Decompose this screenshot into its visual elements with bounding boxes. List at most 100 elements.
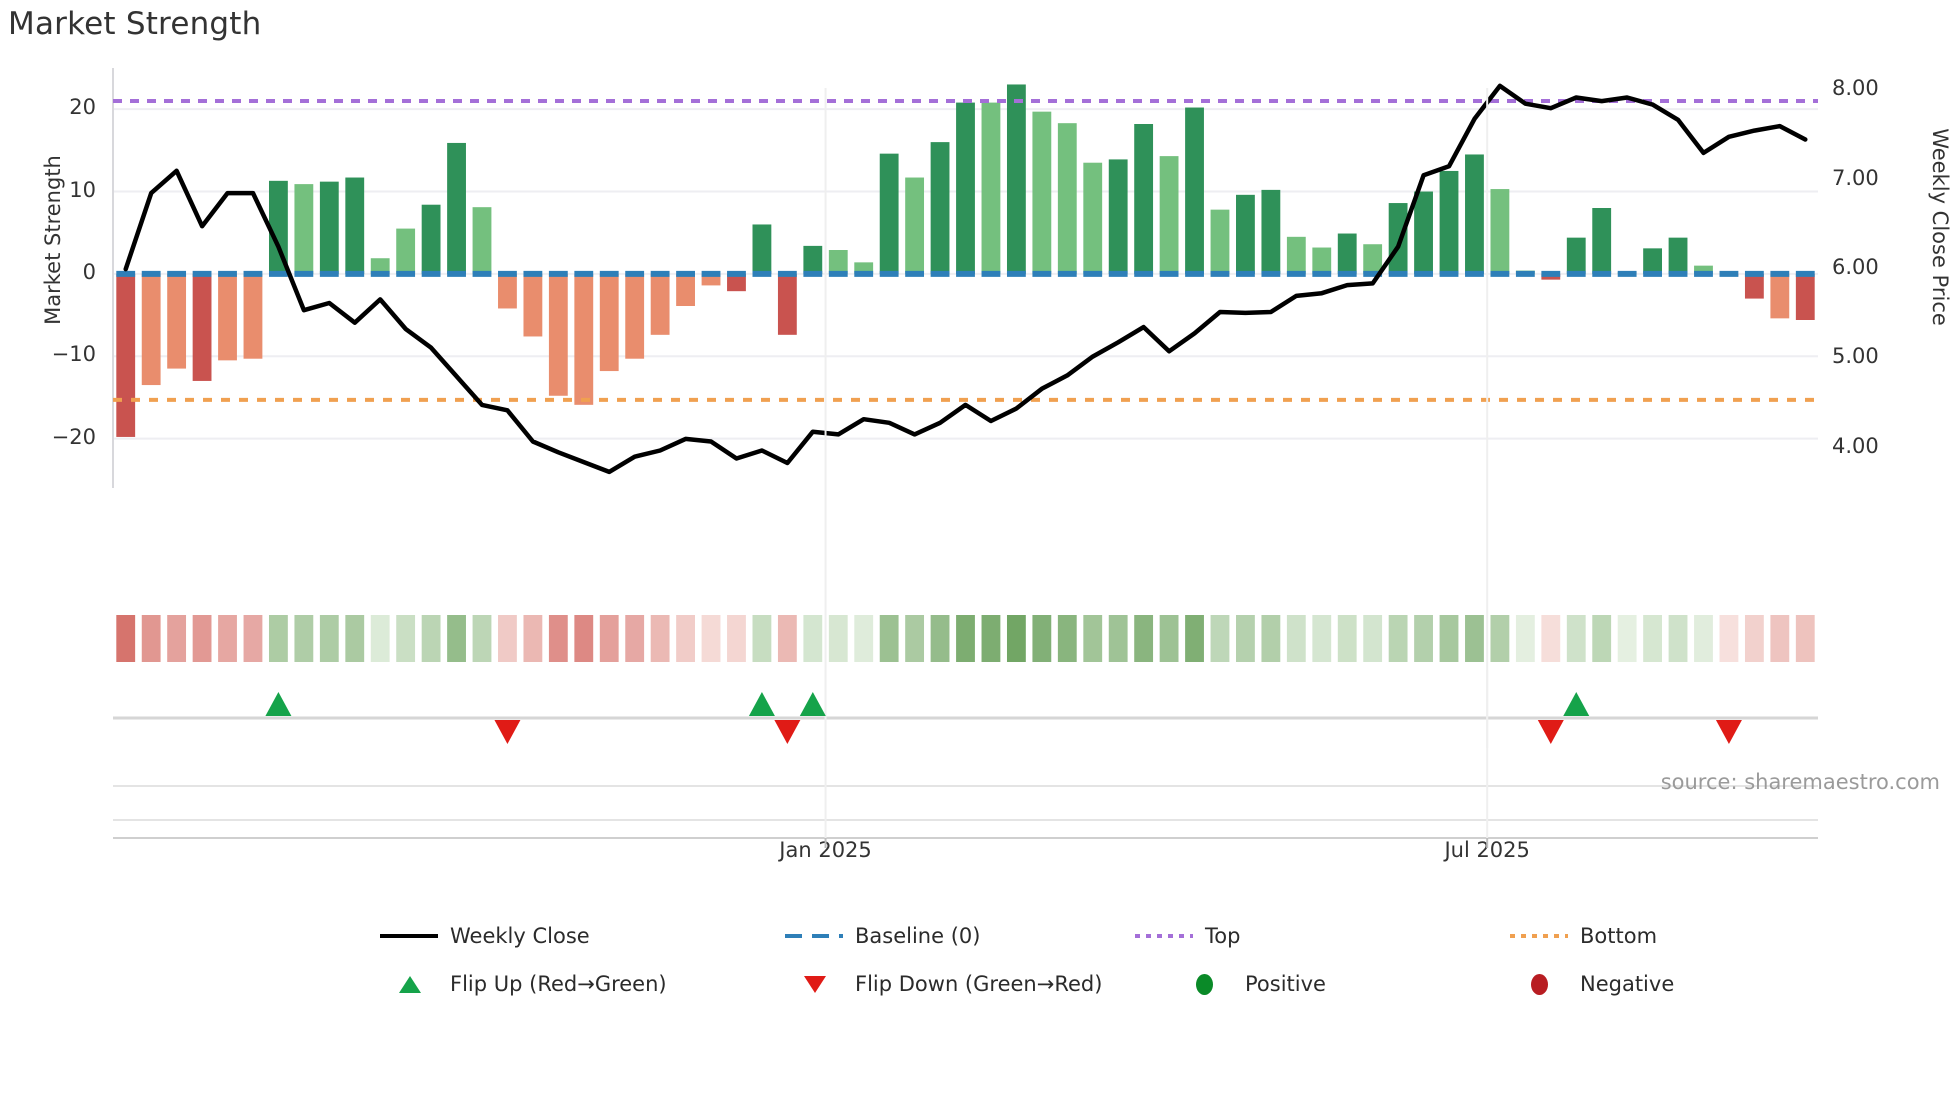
heatmap-cell (243, 615, 263, 662)
heatmap-cell (1134, 615, 1154, 662)
flip-down-marker (1715, 720, 1742, 744)
heatmap-cell (192, 615, 212, 662)
circle-icon (1510, 974, 1568, 995)
heatmap-cell (879, 615, 899, 662)
heatmap-cell (1286, 615, 1306, 662)
strength-bar (1261, 189, 1281, 274)
flip-up-marker (1563, 692, 1590, 716)
solid-line-icon (380, 926, 438, 946)
y-axis-left-tick: −10 (51, 342, 96, 367)
heatmap-cell (1312, 615, 1332, 662)
strength-bar (218, 273, 237, 361)
strength-bar (599, 273, 619, 372)
strength-bar (625, 273, 645, 359)
legend-item-negative[interactable]: Negative (1510, 972, 1674, 996)
heatmap-cell (1032, 615, 1052, 662)
heatmap-cell (116, 615, 136, 662)
strength-bar (1236, 194, 1255, 274)
y-axis-right-tick: 4.00 (1832, 433, 1879, 458)
heatmap-cell (1414, 615, 1433, 662)
heatmap-cell (1363, 615, 1383, 662)
strength-bar (192, 273, 212, 381)
strength-bar (1744, 273, 1764, 299)
strength-bar (141, 273, 161, 386)
strength-bar (1668, 237, 1688, 274)
heatmap-cell (167, 615, 187, 662)
heatmap-cell (294, 615, 314, 662)
heatmap-cell (930, 615, 950, 662)
strength-bar (548, 273, 568, 396)
bar-group (116, 84, 1815, 437)
strength-bar (1032, 111, 1052, 274)
strength-bar (498, 273, 517, 309)
legend-item-positive[interactable]: Positive (1175, 972, 1326, 996)
heatmap-cell (447, 615, 466, 662)
heatmap-cell (472, 615, 492, 662)
y-axis-right-tick: 7.00 (1832, 165, 1879, 190)
heatmap-cell (625, 615, 645, 662)
page-title: Market Strength (8, 6, 262, 42)
strength-bar (370, 258, 390, 274)
heatmap-cell (1719, 615, 1739, 662)
strength-bar (1006, 84, 1026, 274)
legend-label: Flip Up (Red→Green) (450, 972, 667, 996)
heatmap-cell (1236, 615, 1255, 662)
legend-item-top[interactable]: Top (1135, 924, 1240, 948)
triangle-up-icon (380, 974, 438, 994)
legend-item-weekly-close[interactable]: Weekly Close (380, 924, 590, 948)
heatmap-cell (752, 615, 772, 662)
y-axis-left-tick: 20 (69, 95, 96, 120)
legend-label: Positive (1245, 972, 1326, 996)
legend-item-flip-up[interactable]: Flip Up (Red→Green) (380, 972, 667, 996)
heatmap-cell (1159, 615, 1179, 662)
heatmap-cell (1185, 615, 1204, 662)
strength-bar (1465, 154, 1484, 274)
heatmap-cell (396, 615, 416, 662)
strength-bar (243, 273, 263, 359)
heatmap-cell (1541, 615, 1561, 662)
strength-bar (1337, 233, 1357, 274)
strength-bar (1286, 236, 1306, 274)
strength-bar (879, 153, 899, 274)
strength-bar (650, 273, 670, 335)
strength-bar (268, 180, 288, 274)
legend-label: Top (1205, 924, 1241, 948)
flip-up-marker (265, 692, 292, 716)
strength-bar (727, 273, 746, 292)
strength-bar (319, 181, 339, 274)
strength-bar (1363, 244, 1383, 274)
legend-label: Bottom (1580, 924, 1658, 948)
strength-bar (1694, 265, 1713, 274)
strength-bar (421, 204, 441, 274)
strength-bar (676, 273, 695, 306)
heatmap-cell (1566, 615, 1586, 662)
y-axis-left-tick: 0 (82, 259, 96, 284)
triangle-down-icon (785, 974, 843, 994)
strength-bar (981, 102, 1001, 274)
legend-item-baseline[interactable]: Baseline (0) (785, 924, 980, 948)
heatmap-cell (141, 615, 161, 662)
heatmap-cell (1210, 615, 1230, 662)
heatmap-cell (1795, 615, 1815, 662)
y-axis-right-tick: 6.00 (1832, 255, 1879, 280)
strength-bar (396, 228, 416, 274)
legend-item-flip-down[interactable]: Flip Down (Green→Red) (785, 972, 1102, 996)
y-axis-left-tick: −20 (51, 424, 96, 449)
strength-bar (1057, 123, 1077, 274)
heatmap-cell (1337, 615, 1357, 662)
legend-item-bottom[interactable]: Bottom (1510, 924, 1657, 948)
strength-bar (167, 273, 187, 369)
strength-bar (116, 273, 136, 437)
strength-bar (752, 224, 772, 274)
strength-bar (956, 102, 975, 274)
flip-up-marker (748, 692, 775, 716)
legend-label: Negative (1580, 972, 1675, 996)
heatmap-cell (599, 615, 619, 662)
legend-row-markers: Flip Up (Red→Green) Flip Down (Green→Red)… (0, 960, 1960, 1008)
heatmap-cell (981, 615, 1001, 662)
dotted-line-icon (1135, 926, 1193, 946)
strength-bar (701, 273, 721, 286)
heatmap-cell (727, 615, 746, 662)
strength-bar (574, 273, 594, 405)
